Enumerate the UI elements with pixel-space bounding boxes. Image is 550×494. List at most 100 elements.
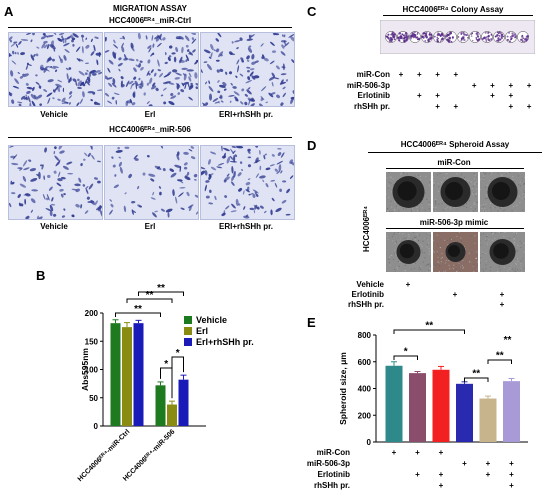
spheroid-title: HCC4006ᴱᴿ⁴ Spheroid Assay — [400, 140, 510, 149]
chart-e-row-label: Erlotinib — [318, 470, 351, 479]
chart-b-sig-bracket — [115, 312, 161, 317]
chart-e-sig-bracket — [464, 377, 489, 382]
chart-e-row-mark: + — [509, 470, 514, 479]
chart-e-row-mark: + — [415, 470, 420, 479]
chart-e-row-mark: + — [509, 481, 514, 490]
chart-b-bar — [167, 404, 177, 426]
chart-b-legend-label: Vehicle — [196, 315, 227, 325]
chart-e-bar — [432, 369, 450, 442]
chart-b-legend-swatch — [184, 316, 192, 324]
chart-e-sig-label: * — [404, 347, 408, 358]
chart-b-ytick-label: 200 — [85, 309, 99, 318]
spheroid-con-2 — [433, 172, 478, 212]
colony-mark: + — [508, 91, 514, 100]
chart-e-sig-label: ** — [425, 321, 433, 332]
colony-mark: + — [508, 80, 514, 90]
panel-c-label: C — [307, 4, 317, 19]
chart-b-legend-swatch — [184, 327, 192, 335]
colony-row-label: miR-506-3p — [346, 80, 390, 90]
cond-erl-shh-1: ERl+rhSHh pr. — [218, 110, 274, 119]
chart-b-legend-label: Erl — [196, 326, 208, 336]
chart-e-ytick-label: 400 — [358, 385, 372, 394]
chart-e-row-label: rhSHh pr. — [314, 481, 350, 490]
colony-mark: + — [435, 70, 440, 79]
chart-e-bar — [456, 383, 473, 442]
chart-b-sig-bracket — [126, 298, 173, 303]
cond-erl-1: Erl — [144, 110, 156, 119]
panel-b-label: B — [36, 268, 46, 283]
chart-e-row-mark: + — [486, 470, 491, 479]
spheroid-506-3 — [480, 232, 525, 272]
group2-line — [8, 137, 292, 138]
colony-mark: + — [490, 91, 495, 100]
spheroid-con-1 — [386, 172, 431, 212]
colony-row-label: Erlotinib — [357, 91, 390, 100]
colony-mark: + — [416, 70, 422, 79]
chart-b-ytick-label: 50 — [89, 394, 98, 403]
spheroid-con-3 — [480, 172, 525, 212]
cond-erl-shh-2: ERl+rhSHh pr. — [218, 222, 274, 231]
chart-e-row-mark: + — [439, 481, 444, 490]
chart-e-row-label: miR-Con — [317, 448, 350, 457]
spheroid-row-label: Erlotinib — [351, 290, 384, 299]
chart-e-sig-label: ** — [496, 351, 504, 362]
chart-e-row-mark: + — [392, 448, 397, 457]
colony-row-label: rhSHh pr. — [353, 101, 390, 111]
cond-vehicle-2: Vehicle — [40, 222, 68, 231]
chart-b-ytick-label: 100 — [85, 366, 99, 375]
chart-e-sig-bracket — [393, 329, 465, 334]
colony-mark: + — [453, 101, 459, 111]
colony-plate — [380, 20, 535, 54]
spheroid-group1-line — [386, 168, 524, 169]
panel-a-label: A — [4, 4, 14, 19]
spheroid-506-2 — [433, 232, 478, 272]
chart-e-row-mark: + — [439, 448, 444, 457]
chart-b-bar — [178, 379, 189, 426]
chart-e-sig-label: ** — [504, 335, 512, 346]
chart-b-legend-label: Erl+rhSHh pr. — [196, 337, 254, 347]
chart-b-sig-label: ** — [157, 283, 165, 294]
colony-title-line — [383, 15, 533, 16]
chart-e-bar — [385, 365, 403, 442]
colony-row-label: miR-Con — [356, 70, 390, 79]
chart-e-bar — [409, 373, 426, 442]
chart-b-sig-label: ** — [134, 304, 142, 315]
chart-e-row-mark: + — [509, 459, 514, 468]
cond-vehicle-1: Vehicle — [40, 110, 68, 119]
micro-ctrl-vehicle — [8, 32, 103, 107]
colony-mark: + — [526, 101, 532, 111]
micro-506-erl — [104, 145, 199, 220]
spheroid-row-label: Vehicle — [356, 280, 384, 289]
chart-b-ytick-label: 0 — [94, 422, 99, 431]
chart-b-sig-label: * — [176, 348, 180, 359]
chart-e-row-mark: + — [462, 459, 467, 468]
migration-title: MIGRATION ASSAY — [113, 4, 187, 13]
cond-erl-2: Erl — [144, 222, 156, 231]
chart-b-sig-bracket — [138, 291, 184, 296]
spheroid-mark: + — [405, 280, 411, 289]
spheroid-group1: miR-Con — [437, 158, 471, 167]
chart-b-category-label: HCC4006ᴱᴿ⁴-miR-506 — [122, 428, 176, 482]
spheroid-side-label: HCC4006ᴱᴿ⁴ — [362, 205, 371, 252]
chart-b-sig-label: * — [164, 359, 168, 370]
colony-mark: + — [398, 70, 404, 79]
chart-b-sig-bracket — [171, 356, 184, 399]
chart-e-sig-bracket — [393, 355, 418, 360]
spheroid-title-line — [368, 152, 542, 153]
spheroid-mark: + — [499, 290, 505, 299]
chart-b: 0 50 100 150 200 Abs595nm HCC4006ᴱᴿ⁴-miR-CtrlH… — [77, 283, 254, 483]
colony-mark: + — [490, 80, 495, 90]
colony-mark: + — [435, 91, 440, 100]
colony-mark: + — [508, 101, 514, 111]
colony-mark: + — [453, 70, 459, 79]
spheroid-mark: + — [499, 300, 505, 309]
spheroid-group2: miR-506-3p mimic — [419, 218, 489, 227]
chart-b-bar — [155, 385, 166, 426]
colony-mark: + — [435, 101, 440, 111]
chart-e-ytick-label: 800 — [358, 331, 372, 340]
chart-e-row-label: miR-506-3p — [307, 459, 350, 468]
group1-line — [8, 27, 292, 28]
chart-b-bar — [110, 323, 121, 426]
micro-506-erl-shh — [200, 145, 295, 220]
chart-b-ylabel: Abs595nm — [80, 348, 90, 391]
